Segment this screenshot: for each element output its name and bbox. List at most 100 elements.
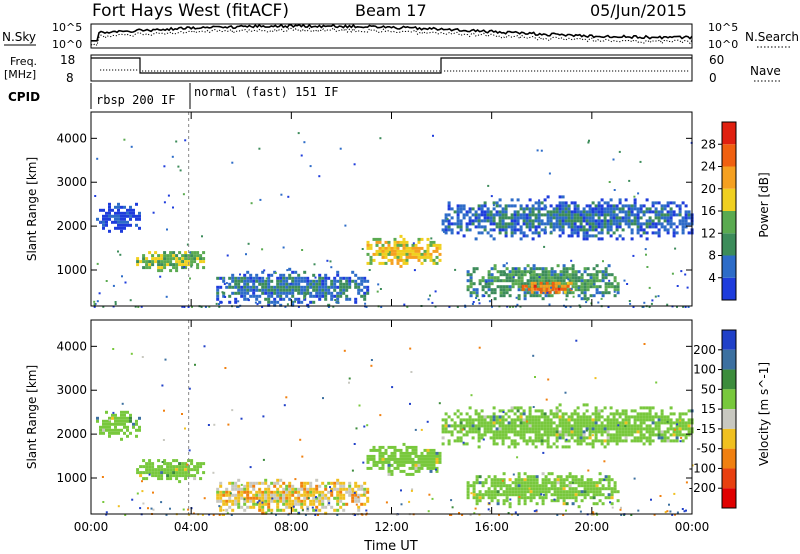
noise-cell [472, 301, 475, 303]
data-cell [117, 211, 120, 215]
data-cell [547, 270, 551, 274]
data-cell [669, 424, 673, 428]
noise-cell [651, 299, 654, 302]
data-cell [306, 493, 310, 497]
data-cell [597, 237, 601, 241]
data-cell [591, 228, 595, 232]
data-cell [432, 243, 436, 247]
data-cell [508, 490, 512, 494]
data-cell [465, 210, 469, 214]
data-cell [336, 487, 340, 491]
data-cell [231, 484, 235, 488]
data-cell [579, 216, 583, 220]
data-cell [357, 291, 361, 295]
noise-cell [686, 286, 689, 289]
data-cell [556, 285, 560, 289]
data-cell [577, 478, 581, 482]
data-cell [498, 231, 502, 235]
data-cell [582, 424, 586, 428]
data-cell [615, 412, 619, 416]
data-cell [499, 285, 503, 289]
data-cell [560, 287, 564, 291]
data-cell [237, 285, 241, 289]
data-cell [297, 273, 301, 277]
data-cell [633, 409, 637, 413]
data-cell [249, 279, 253, 283]
data-cell [264, 502, 268, 506]
data-cell [465, 424, 469, 428]
data-cell [582, 433, 586, 437]
noise-cell [490, 195, 493, 198]
data-cell [474, 412, 478, 416]
noise-cell [368, 269, 371, 271]
data-cell [240, 288, 244, 292]
data-cell [102, 419, 105, 423]
data-cell [193, 260, 197, 264]
data-cell [432, 451, 436, 455]
noise-cell [464, 305, 467, 308]
data-cell [618, 234, 622, 238]
colorbar-tick-label: 100 [693, 363, 716, 377]
data-cell [117, 419, 120, 423]
data-cell [621, 210, 625, 214]
data-cell [447, 228, 451, 232]
data-cell [267, 496, 271, 500]
data-cell [675, 436, 679, 440]
data-cell [297, 496, 301, 500]
noise-cell [535, 509, 538, 512]
noise-cell [619, 508, 622, 511]
data-cell [565, 496, 569, 500]
data-cell [525, 213, 529, 217]
data-cell [585, 231, 589, 235]
data-cell [136, 468, 140, 472]
data-cell [657, 210, 661, 214]
data-cell [541, 487, 545, 491]
noise-cell [410, 371, 413, 373]
data-cell [538, 487, 542, 491]
data-cell [639, 412, 643, 416]
data-cell [562, 282, 566, 286]
noise-cell [112, 411, 115, 414]
data-cell [474, 424, 478, 428]
data-cell [366, 291, 370, 295]
data-cell [399, 258, 403, 262]
data-cell [645, 219, 649, 223]
data-cell [556, 276, 560, 280]
data-cell [630, 415, 634, 419]
data-cell [554, 284, 558, 288]
data-cell [541, 270, 545, 274]
data-cell [579, 219, 583, 223]
data-cell [502, 273, 506, 277]
data-cell [105, 223, 108, 227]
data-cell [120, 413, 123, 417]
data-cell [160, 471, 164, 475]
data-cell [681, 418, 685, 422]
data-cell [261, 285, 265, 289]
data-cell [576, 225, 580, 229]
data-cell [405, 243, 409, 247]
data-cell [285, 288, 289, 292]
data-cell [630, 219, 634, 223]
data-cell [502, 285, 506, 289]
data-cell [595, 276, 599, 280]
data-cell [580, 499, 584, 503]
noise-cell [594, 377, 597, 380]
noise-cell [628, 300, 631, 302]
data-cell [270, 279, 274, 283]
data-cell [654, 424, 658, 428]
data-cell [495, 427, 499, 431]
data-cell [375, 249, 379, 253]
data-cell [687, 409, 691, 413]
data-cell [148, 471, 152, 475]
data-cell [554, 287, 558, 291]
data-cell [549, 427, 553, 431]
data-cell [573, 228, 577, 232]
data-cell [279, 493, 283, 497]
data-cell [426, 252, 430, 256]
data-cell [429, 252, 433, 256]
data-cell [501, 436, 505, 440]
data-cell [237, 502, 241, 506]
data-cell [315, 487, 319, 491]
data-cell [348, 490, 352, 494]
data-cell [660, 433, 664, 437]
